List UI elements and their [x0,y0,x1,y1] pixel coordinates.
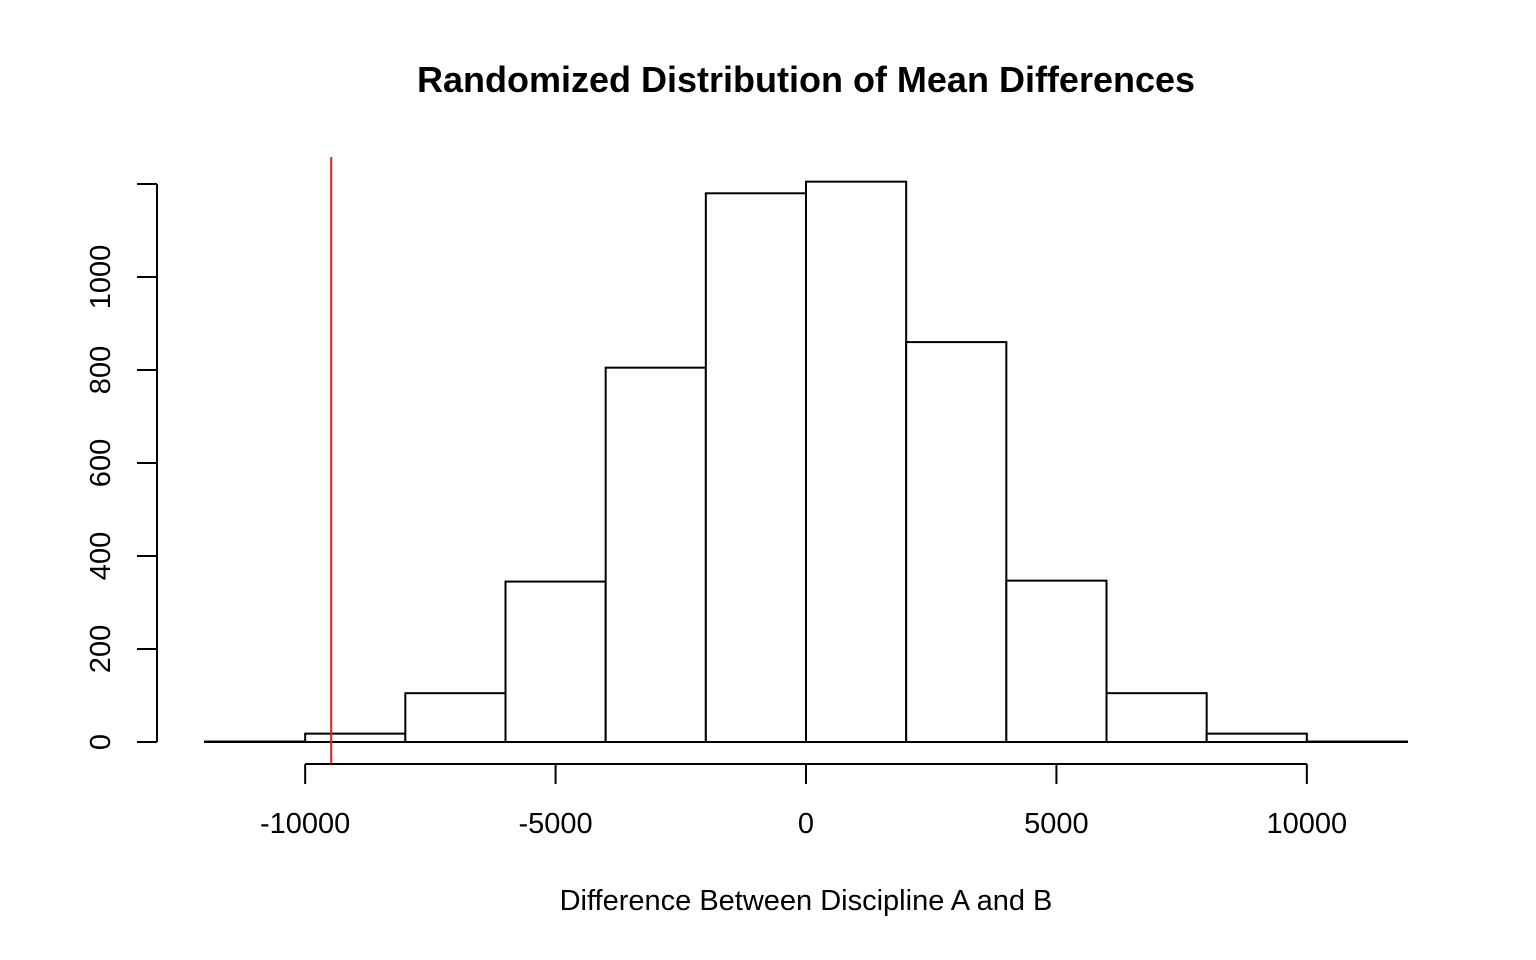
x-axis-label: Difference Between Discipline A and B [560,885,1053,917]
histogram-bars [204,180,1409,744]
y-tick-label: 800 [85,346,117,394]
x-tick-label: -10000 [260,808,350,840]
y-tick-label: 200 [85,625,117,673]
x-tick-label: -5000 [518,808,592,840]
histogram-bar [504,580,607,744]
histogram-bar [704,192,807,744]
y-tick-label: 1000 [85,245,117,310]
y-tick-label: 0 [85,734,117,750]
x-tick-label: 0 [798,808,814,840]
x-tick-label: 10000 [1267,808,1348,840]
x-tick-label: 5000 [1024,808,1089,840]
histogram-bar [805,180,908,744]
y-tick-label: 600 [85,439,117,487]
histogram-bar [604,366,707,743]
histogram-bar [304,732,407,744]
chart-title: Randomized Distribution of Mean Differen… [417,59,1195,100]
histogram-bar [1005,579,1108,744]
y-axis: 0 200 400 600 800 1000 [85,183,158,750]
histogram-bar [1205,732,1308,744]
histogram-bar [404,692,507,743]
x-axis: -10000 -5000 0 5000 10000 [260,763,1348,840]
y-tick-label: 400 [85,532,117,580]
histogram-bar [905,341,1008,743]
histogram-bar [1105,692,1208,743]
